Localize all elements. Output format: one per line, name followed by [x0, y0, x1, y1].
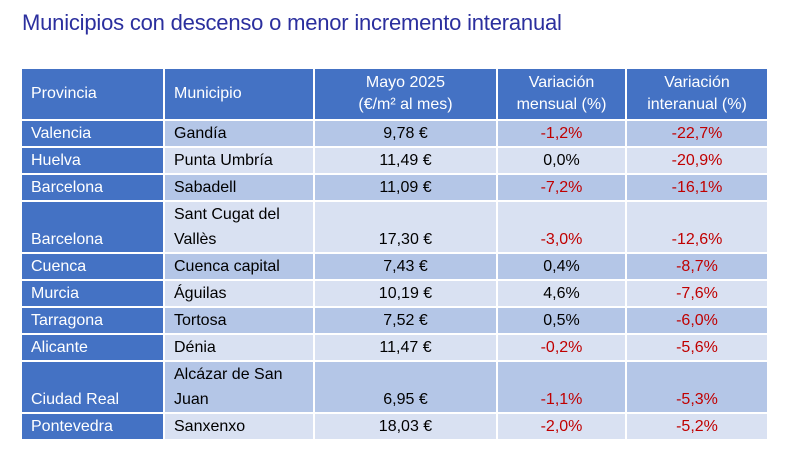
variacion-mensual-cell: 0,4% — [496, 252, 627, 281]
variacion-mensual-cell: -0,2% — [496, 333, 627, 362]
provincia-cell: Valencia — [22, 119, 165, 148]
provincia-cell: Pontevedra — [22, 412, 165, 441]
header-municipio: Municipio — [163, 69, 315, 121]
table-row: Ciudad Real Alcázar de San Juan 6,95 € -1,1… — [22, 360, 767, 414]
municipio-cell: Alcázar de San Juan — [163, 360, 315, 414]
municipio-cell: Sabadell — [163, 173, 315, 202]
provincia-cell: Barcelona — [22, 173, 165, 202]
variacion-interanual-cell: -6,0% — [625, 306, 767, 335]
precio-cell: 17,30 € — [313, 200, 498, 254]
municipio-cell: Tortosa — [163, 306, 315, 335]
variacion-mensual-cell: 0,0% — [496, 146, 627, 175]
precio-cell: 9,78 € — [313, 119, 498, 148]
precio-cell: 10,19 € — [313, 279, 498, 308]
municipio-cell: Punta Umbría — [163, 146, 315, 175]
variacion-mensual-cell: -2,0% — [496, 412, 627, 441]
variacion-interanual-cell: -12,6% — [625, 200, 767, 254]
provincia-cell: Alicante — [22, 333, 165, 362]
variacion-interanual-cell: -5,3% — [625, 360, 767, 414]
table-row: Murcia Águilas 10,19 €4,6% -7,6% — [22, 279, 767, 308]
variacion-mensual-cell: -3,0% — [496, 200, 627, 254]
variacion-mensual-cell: -1,2% — [496, 119, 627, 148]
municipio-cell: Gandía — [163, 119, 315, 148]
provincia-cell: Barcelona — [22, 200, 165, 254]
precio-cell: 7,52 € — [313, 306, 498, 335]
variacion-interanual-cell: -5,2% — [625, 412, 767, 441]
table-row: Cuenca Cuenca capital 7,43 €0,4% -8,7% — [22, 252, 767, 281]
header-variacion-mensual: Variación mensual (%) — [496, 69, 627, 121]
municipio-cell: Sanxenxo — [163, 412, 315, 441]
table-row: Barcelona Sant Cugat del Vallès 17,30 € -3,… — [22, 200, 767, 254]
variacion-mensual-cell: 0,5% — [496, 306, 627, 335]
table-header-row: Provincia Municipio Mayo 2025 (€/m² al m… — [22, 69, 767, 121]
table-row: Pontevedra Sanxenxo 18,03 € -2,0% -5,2% — [22, 412, 767, 441]
variacion-mensual-cell: -1,1% — [496, 360, 627, 414]
precio-cell: 11,47 € — [313, 333, 498, 362]
provincia-cell: Huelva — [22, 146, 165, 175]
municipio-cell: Sant Cugat del Vallès — [163, 200, 315, 254]
precio-cell: 7,43 € — [313, 252, 498, 281]
variacion-interanual-cell: -7,6% — [625, 279, 767, 308]
page-title: Municipios con descenso o menor incremen… — [22, 10, 562, 35]
variacion-mensual-cell: -7,2% — [496, 173, 627, 202]
precio-cell: 18,03 € — [313, 412, 498, 441]
municipios-table: Provincia Municipio Mayo 2025 (€/m² al m… — [22, 69, 767, 441]
table-row: Barcelona Sabadell 11,09 € -7,2% -16,1% — [22, 173, 767, 202]
header-provincia: Provincia — [22, 69, 165, 121]
header-variacion-interanual: Variación interanual (%) — [625, 69, 767, 121]
municipio-cell: Águilas — [163, 279, 315, 308]
table-row: Huelva Punta Umbría 11,49 €0,0% -20,9% — [22, 146, 767, 175]
variacion-interanual-cell: -8,7% — [625, 252, 767, 281]
variacion-interanual-cell: -20,9% — [625, 146, 767, 175]
table-row: Alicante Dénia 11,47 € -0,2% -5,6% — [22, 333, 767, 362]
variacion-mensual-cell: 4,6% — [496, 279, 627, 308]
municipio-cell: Dénia — [163, 333, 315, 362]
variacion-interanual-cell: -16,1% — [625, 173, 767, 202]
municipio-cell: Cuenca capital — [163, 252, 315, 281]
precio-cell: 11,49 € — [313, 146, 498, 175]
precio-cell: 11,09 € — [313, 173, 498, 202]
variacion-interanual-cell: -22,7% — [625, 119, 767, 148]
provincia-cell: Cuenca — [22, 252, 165, 281]
precio-cell: 6,95 € — [313, 360, 498, 414]
provincia-cell: Ciudad Real — [22, 360, 165, 414]
provincia-cell: Murcia — [22, 279, 165, 308]
table-row: Tarragona Tortosa 7,52 €0,5% -6,0% — [22, 306, 767, 335]
header-precio: Mayo 2025 (€/m² al mes) — [313, 69, 498, 121]
variacion-interanual-cell: -5,6% — [625, 333, 767, 362]
table-row: Valencia Gandía 9,78 € -1,2% -22,7% — [22, 119, 767, 148]
provincia-cell: Tarragona — [22, 306, 165, 335]
